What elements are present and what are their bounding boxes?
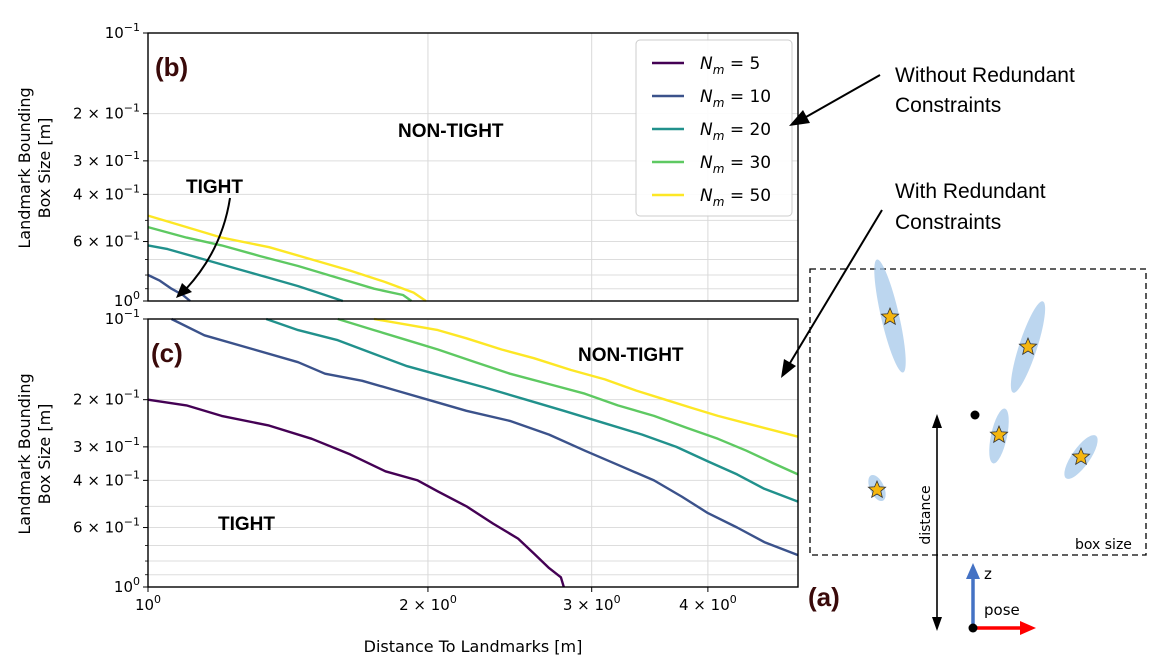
landmark-star-2 (1018, 336, 1038, 356)
without-arrow-head (789, 110, 810, 126)
panel-b-series-nm-50 (147, 214, 427, 302)
annotation-with-line2: Constraints (895, 211, 1001, 234)
pose-label: pose (984, 601, 1020, 619)
legend-entry-nm-50: Nm = 50 (700, 186, 771, 209)
panel-c-series-nm-5 (147, 398, 565, 588)
annotation-without-line1: Without Redundant (895, 64, 1075, 87)
distance-arrow-bottom (932, 617, 942, 631)
panel-b-ytick-label: 2 × 10−1 (73, 102, 140, 123)
panel-c-ytick-label: 10−1 (105, 307, 140, 328)
panel-b-ytick-label: 3 × 10−1 (73, 149, 140, 170)
panel-a-diagram: distance box size z pose (a) (808, 259, 1147, 635)
panel-c-series-nm-10 (170, 317, 799, 557)
pose-x-arrow-head (1020, 621, 1036, 635)
panel-c-ytick-label: 3 × 10−1 (73, 435, 140, 456)
panel-b-ylabel-line1: Landmark Bounding (15, 87, 34, 248)
panel-c-ytick-label: 2 × 10−1 (73, 388, 140, 409)
with-arrow (789, 209, 883, 364)
panel-c-series-nm-30 (337, 317, 799, 476)
panel-c-ytick-label: 6 × 10−1 (73, 516, 140, 537)
landmark-dot (970, 410, 980, 420)
panel-b-series-nm-10 (147, 273, 191, 302)
panel-b-label: (b) (155, 52, 188, 82)
legend-entry-nm-5: Nm = 5 (700, 54, 760, 77)
legend-entry-nm-10: Nm = 10 (700, 87, 771, 110)
panel-c-tight-label: TIGHT (218, 514, 275, 535)
panel-b-frame (147, 32, 799, 302)
tight-arrow (185, 197, 231, 290)
panel-b-tight-label: TIGHT (186, 177, 243, 198)
tight-arrow-head (176, 283, 192, 298)
panel-b-ytick-label: 10−1 (105, 21, 140, 42)
with-arrow-head (781, 359, 796, 378)
panel-c-ylabel-line1: Landmark Bounding (15, 373, 34, 534)
panel-c-series-nm-50 (373, 317, 799, 438)
panel-c-ylabel-line2: Box Size [m] (35, 404, 54, 505)
panel-b-ytick-label: 4 × 10−1 (73, 182, 140, 203)
box-size-label: box size (1075, 537, 1132, 553)
panel-b-series-nm-30 (147, 225, 413, 302)
panel-a-label: (a) (808, 582, 840, 612)
panel-b-series-nm-20 (147, 244, 344, 303)
panel-c-xtick-label: 3 × 100 (563, 593, 621, 614)
panel-c-ytick-label: 100 (114, 575, 140, 596)
legend-entry-nm-20: Nm = 20 (700, 120, 771, 143)
landmark-star-4 (1071, 446, 1091, 466)
panel-c-xtick-label: 4 × 100 (679, 593, 737, 614)
distance-arrow-top (932, 414, 942, 428)
panel-c-ytick-label: 4 × 10−1 (73, 468, 140, 489)
panel-c-label: (c) (151, 338, 183, 368)
panel-c-nontight-label: NON-TIGHT (578, 345, 684, 366)
annotation-without-line2: Constraints (895, 94, 1001, 117)
annotation-with-line1: With Redundant (895, 180, 1046, 203)
z-axis-arrow-head (966, 563, 980, 579)
panel-b-ytick-label: 100 (114, 289, 140, 310)
panel-c-chart: 10−1 2 × 10−1 3 × 10−1 4 × 10−1 6 × 10−1 1001… (73, 307, 799, 614)
legend-box (635, 39, 793, 217)
panel-c-xtick-label: 2 × 100 (399, 593, 457, 614)
panel-b-legend: Nm = 5 Nm = 10 Nm = 20 Nm = 30 Nm = 50 (635, 39, 793, 217)
z-axis-label: z (984, 565, 992, 583)
legend-entry-nm-30: Nm = 30 (700, 153, 771, 176)
panel-c-xtick-label: 100 (135, 593, 161, 614)
landmark-star-1 (880, 306, 900, 326)
panel-c-xlabel: Distance To Landmarks [m] (364, 637, 583, 656)
panel-b-ytick-label: 6 × 10−1 (73, 230, 140, 251)
box-size-rectangle (809, 268, 1147, 556)
panel-b-chart: 10−1 2 × 10−1 3 × 10−1 4 × 10−1 6 × 10−1 100 N… (73, 21, 799, 310)
distance-label: distance (918, 485, 934, 544)
panel-c-frame (147, 318, 799, 588)
landmark-star-3 (989, 424, 1009, 444)
without-arrow (805, 74, 881, 118)
panel-b-nontight-label: NON-TIGHT (398, 121, 504, 142)
panel-c-series-nm-20 (265, 317, 799, 503)
landmark-star-5 (867, 479, 887, 499)
pose-origin-dot (968, 623, 978, 633)
panel-b-ylabel-line2: Box Size [m] (35, 118, 54, 219)
